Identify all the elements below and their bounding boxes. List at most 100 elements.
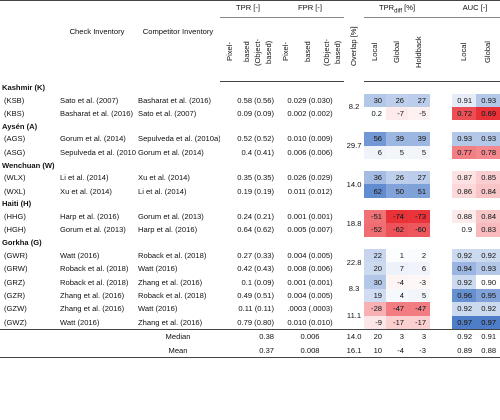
fpr-cell: 0.004 (0.005) [287,290,333,300]
tprdiff-cell: 30 [364,275,387,289]
table-row: (KSB) Sato et al. (2007) Basharat et al. (… [0,93,500,111]
spacer-cell [430,262,452,275]
tprdiff-cell: 0.2 [364,106,387,121]
tpr-cell: 0.1 (0.09) [241,277,275,287]
row-code: (GWZ) [4,317,27,327]
table-row: (WLX) Li et al. (2014) Xu et al. (2014) 0.3… [0,171,500,189]
summary-tprdiff: -3 [408,343,431,358]
tprdiff-cell: 51 [408,184,431,198]
fpr-cell: 0.011 (0.012) [287,186,333,196]
auc-cell: 0.90 [476,275,500,289]
spacer-cell [430,328,453,344]
check-inventory-cell: Harp et al. (2016) [60,212,120,222]
section-title: Kashmir (K) [2,83,46,92]
tprdiff-cell: 27 [408,171,431,185]
check-inventory-cell: Li et al. (2014) [60,173,109,183]
overlap-cell: 22.8 [346,257,362,267]
tprdiff-cell: -73 [408,209,431,224]
tprdiff-cell: -51 [364,209,387,224]
summary-fpr: 0.006 [276,328,345,344]
competitor-inventory-cell: Zhang et al. (2016) [138,277,203,287]
tprdiff-cell: -52 [364,223,387,237]
tprdiff-cell: 36 [364,171,387,185]
check-inventory-cell: Roback et al. (2018) [60,277,129,287]
section-row: Haiti (H) [0,198,500,210]
fpr-header: FPR [-] [276,0,345,18]
section-title: Aysén (A) [2,121,38,131]
row-code: (WXL) [4,186,26,196]
tprdiff-cell: -4 [386,275,409,289]
summary-fpr: 0.008 [276,343,345,358]
table-row: (HGH) Gorum et al. (2013) Harp et al. (201… [0,223,500,237]
spacer-cell [430,107,452,120]
tprdiff-cell: 27 [408,93,431,107]
tprdiff-cell: 30 [364,93,387,107]
auc-cell: 0.92 [452,275,477,289]
check-inventory-cell: Gorum et al. (2013) [60,225,126,235]
auc-cell: 0.97 [452,315,477,330]
spacer-cell [58,343,136,358]
competitor-inventory-cell: Xu et al. (2014) [138,173,190,183]
tpr-cell: 0.49 (0.51) [237,290,275,300]
check-inventory-cell: Zhang et al. (2016) [60,290,125,300]
summary-tprdiff: 10 [364,343,387,358]
tpr-pixel-based-header: Pixel- [220,17,240,82]
check-inventory-cell: Watt (2016) [60,317,100,327]
tprdiff-cell: -62 [386,223,409,237]
auc-cell: 0.96 [452,288,477,303]
section-title: Gorkha (G) [2,238,42,248]
tpr-cell: 0.79 (0.80) [237,317,275,327]
row-code: (GZW) [4,304,27,314]
summary-auc: 0.89 [452,343,477,358]
table-row: (HHG) Harp et al. (2016) Gorum et al. (201… [0,209,500,228]
overlap-cell: 14.0 [346,179,362,189]
fpr-cell: 0.001 (0.001) [287,212,333,222]
spacer-cell [430,171,452,184]
fpr-cell: .0003 (.0003) [287,304,333,314]
fpr-based-header: based [296,17,321,82]
tprdiff-cell: 56 [364,132,387,146]
auc-cell: 0.94 [452,262,477,276]
summary-label: Mean [136,343,220,358]
section-row: Aysén (A) [0,120,500,132]
tprdiff-cell: -17 [408,315,431,330]
table-row: (ASG) Sepulveda et al. (2010a) Gorum et al… [0,145,500,160]
auc-cell: 0.9 [452,223,477,237]
fpr-object-based-header: (Object-based) [320,17,345,82]
spacer-cell [0,328,58,344]
tpr-cell: 0.11 (0.11) [238,304,275,314]
row-code: (KSB) [4,95,25,105]
overlap-cell: 8.3 [348,284,360,294]
spacer-cell [430,223,452,236]
section-row: Gorkha (G) [0,237,500,249]
tpr-cell: 0.42 (0.43) [237,264,275,274]
tprdiff-cell: -5 [408,106,431,121]
spacer-cell [430,146,452,159]
tpr-cell: 0.52 (0.52) [237,134,275,144]
tprdiff-cell: 6 [408,262,431,276]
tpr-cell: 0.19 (0.19) [237,186,275,196]
check-inventory-cell: Basharat et al. (2016) [60,109,134,119]
fpr-cell: 0.010 (0.009) [287,134,333,144]
summary-tprdiff: 3 [408,328,431,344]
summary-tprdiff: -4 [386,343,409,358]
tprdiff-cell: 62 [364,184,387,198]
check-inventory-cell: Sepulveda et al. (2010a) [60,147,136,157]
section-title: Wenchuan (W) [2,160,55,170]
fpr-cell: 0.001 (0.001) [287,277,333,287]
check-inventory-header: Check Inventory [58,0,136,81]
competitor-inventory-cell: Basharat et al. (2016) [138,95,212,105]
check-inventory-cell: Gorum et al. (2014) [60,134,126,144]
competitor-inventory-cell: Gorum et al. (2014) [138,147,204,157]
summary-overlap: 16.1 [344,343,365,358]
check-inventory-cell: Roback et al. (2018) [60,264,129,274]
row-code: (ASG) [4,147,26,157]
competitor-inventory-cell: Roback et al. (2018) [138,250,207,260]
row-code: (HGH) [4,225,26,235]
auc-header: AUC [-] [430,0,500,18]
table-row: (KBS) Basharat et al. (2016) Sato et al. (… [0,106,500,121]
auc-global-header: Global [476,17,500,82]
overlap-header: Overlap [%] [344,0,365,81]
table-row: (AGS) Gorum et al. (2014) Sepulveda et al.… [0,132,500,150]
